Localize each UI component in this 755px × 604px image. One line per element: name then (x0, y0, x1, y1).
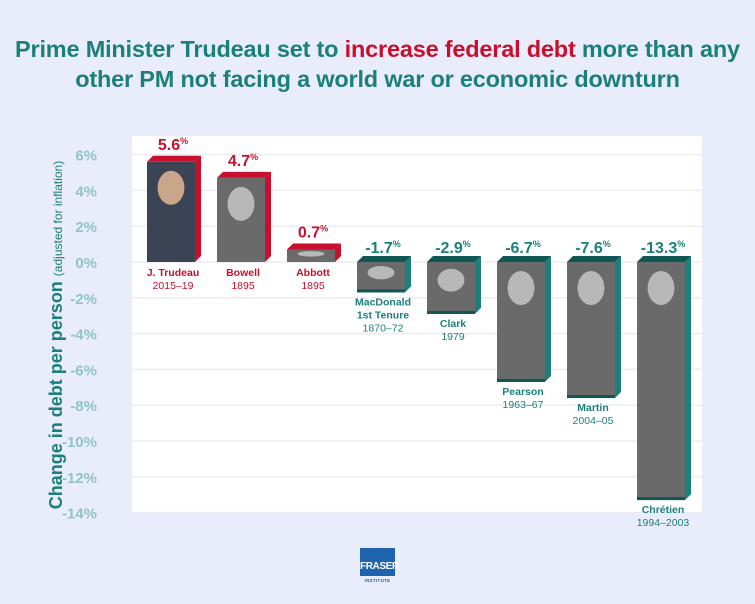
bar-name-label: Bowell (226, 267, 260, 279)
fraser-logo: FRASER (360, 548, 399, 576)
y-tick-label: -4% (70, 327, 97, 344)
y-axis-label: Change in debt per person (adjusted for … (46, 161, 66, 509)
y-tick-label: -8% (70, 398, 97, 415)
value-label: -2.9% (435, 239, 471, 257)
bar-photo-face (647, 271, 675, 305)
bar-top (147, 155, 201, 162)
bar-name-label: Chrétien (642, 504, 685, 516)
bar-photo-face (297, 251, 325, 257)
bar-side (615, 256, 621, 399)
title-text: Prime Minister Trudeau set to (15, 36, 345, 62)
bar-top (357, 256, 411, 262)
value-label: -7.6% (575, 239, 611, 257)
value-suffix: % (677, 239, 685, 249)
y-tick-label: 2% (75, 219, 97, 236)
bar-bottom-edge (567, 395, 615, 399)
y-tick-label: 4% (75, 183, 97, 200)
bar-side (475, 256, 481, 314)
bar-years-label: 1994–2003 (637, 517, 690, 529)
y-tick-label: -2% (70, 291, 97, 308)
bar-side (405, 256, 411, 293)
y-axis-label-main: Change in debt per person (46, 276, 66, 509)
fraser-logo-sub: INSTITUTE (364, 578, 391, 583)
value-label: -1.7% (365, 239, 401, 257)
bar-side (545, 256, 551, 382)
bar-photo-face (367, 265, 395, 280)
bar-years-label: 1979 (441, 331, 465, 343)
bar-extra-label: 1st Tenure (357, 309, 409, 321)
chart-title: Prime Minister Trudeau set to increase f… (0, 34, 755, 94)
bar-years-label: 1870–72 (363, 322, 404, 334)
bar-bottom-edge (357, 289, 405, 293)
value-suffix: % (463, 239, 471, 249)
value-suffix: % (603, 239, 611, 249)
bar-top (637, 256, 691, 262)
bar-name-label: J. Trudeau (147, 267, 200, 279)
bar-top (497, 256, 551, 262)
value-suffix: % (250, 152, 258, 162)
bar-years-label: 2015–19 (153, 280, 194, 292)
value-suffix: % (533, 239, 541, 249)
value-suffix: % (393, 239, 401, 249)
bar-photo-face (577, 271, 605, 305)
bar-photo-face (507, 271, 535, 305)
bar-name-label: Martin (577, 402, 609, 414)
y-tick-label: 6% (75, 148, 97, 165)
y-tick-label: -6% (70, 362, 97, 379)
bar-name-label: Pearson (502, 386, 543, 398)
bar-bottom-edge (427, 310, 475, 314)
bar-top (427, 256, 481, 262)
bar-top (567, 256, 621, 262)
value-suffix: % (320, 223, 328, 233)
bar-top (217, 171, 271, 178)
bar-side (685, 256, 691, 501)
bar-years-label: 1895 (231, 280, 255, 292)
bar-name-label: Abbott (296, 267, 330, 279)
bar-side (195, 155, 201, 262)
value-label: -13.3% (641, 239, 685, 257)
bar-name-label: Clark (440, 318, 466, 330)
bar-years-label: 1895 (301, 280, 325, 292)
bar-photo-face (227, 186, 255, 221)
y-tick-label: 0% (75, 255, 97, 272)
bar-side (335, 243, 341, 262)
bar-bottom-edge (497, 378, 545, 382)
bar-name-label: MacDonald (355, 296, 411, 308)
title-text-end: more than any other PM not facing a worl… (75, 36, 740, 92)
bar-photo-face (157, 170, 185, 205)
bar-years-label: 1963–67 (503, 399, 544, 411)
bar-side (265, 171, 271, 262)
bar-bottom-edge (637, 497, 685, 501)
y-tick-label: -10% (62, 434, 97, 451)
bar-years-label: 2004–05 (573, 415, 614, 427)
y-tick-label: -12% (62, 470, 97, 487)
value-suffix: % (180, 136, 188, 146)
title-highlight: increase federal debt (344, 36, 576, 62)
bar-photo-face (437, 268, 465, 292)
bar-top (287, 243, 341, 250)
y-tick-label: -14% (62, 506, 97, 523)
value-label: -6.7% (505, 239, 541, 257)
y-axis-label-note: (adjusted for inflation) (51, 161, 65, 276)
